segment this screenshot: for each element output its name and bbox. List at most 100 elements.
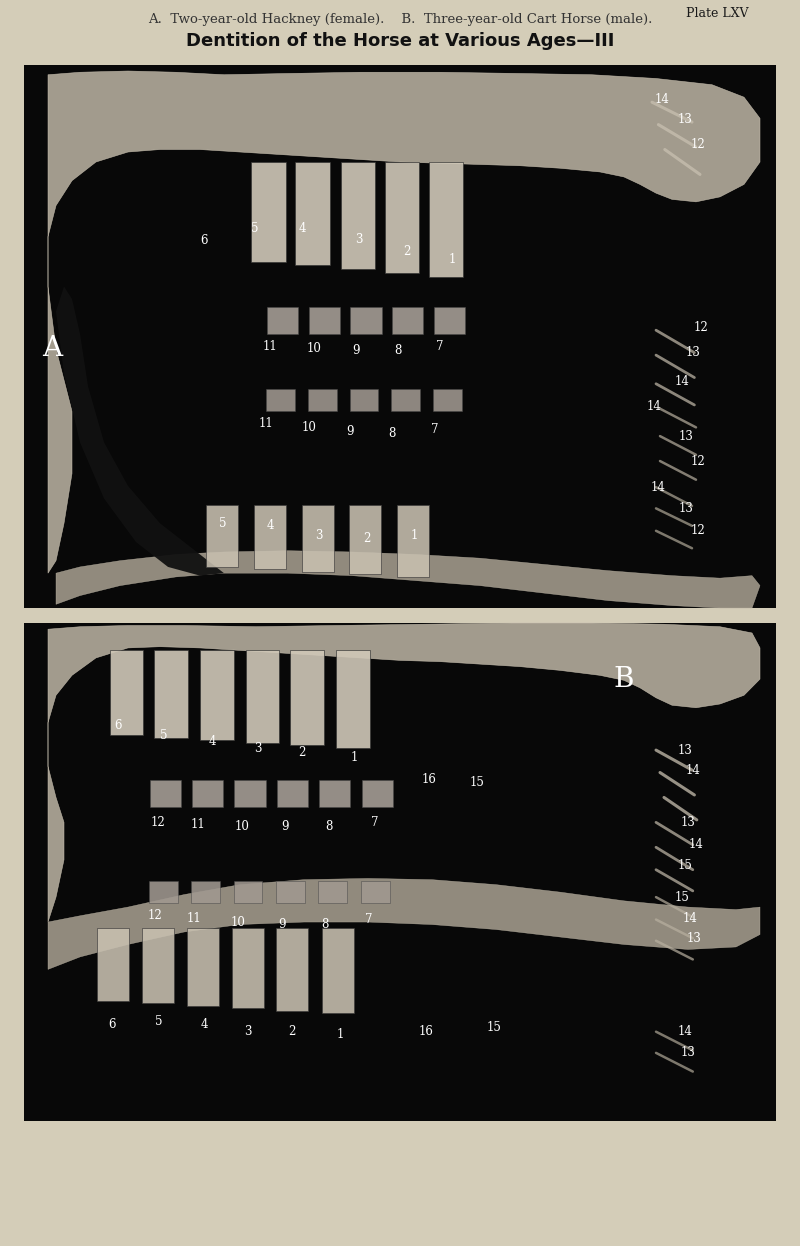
Text: 14: 14 <box>678 1025 692 1038</box>
Bar <box>154 650 188 738</box>
Bar <box>24 623 776 1121</box>
Text: 13: 13 <box>681 816 695 829</box>
Bar <box>318 881 347 903</box>
Text: 8: 8 <box>325 820 333 832</box>
Text: 6: 6 <box>200 234 208 247</box>
Text: 11: 11 <box>191 819 206 831</box>
Text: 7: 7 <box>370 816 378 829</box>
Bar <box>290 650 324 745</box>
Bar <box>150 780 181 807</box>
Text: 11: 11 <box>263 340 278 353</box>
Text: Plate LXV: Plate LXV <box>686 7 749 20</box>
Bar <box>234 780 266 807</box>
Text: 15: 15 <box>675 891 690 903</box>
Text: 12: 12 <box>691 138 706 151</box>
Text: 12: 12 <box>691 455 706 467</box>
Bar <box>295 162 330 265</box>
Text: 14: 14 <box>651 481 666 493</box>
Text: 6: 6 <box>108 1018 116 1030</box>
Text: 4: 4 <box>266 520 274 532</box>
Text: 14: 14 <box>686 764 700 776</box>
Text: 4: 4 <box>208 735 216 748</box>
Bar <box>350 307 382 334</box>
Text: B: B <box>614 665 634 693</box>
Text: 8: 8 <box>394 344 402 356</box>
Bar <box>187 928 219 1006</box>
Text: 1: 1 <box>336 1028 344 1040</box>
Text: A: A <box>42 335 62 363</box>
Text: 13: 13 <box>687 932 702 944</box>
Polygon shape <box>48 71 760 573</box>
Text: 5: 5 <box>218 517 226 530</box>
Text: 5: 5 <box>160 729 168 741</box>
Bar <box>142 928 174 1003</box>
Bar <box>385 162 419 273</box>
Text: 2: 2 <box>362 532 370 545</box>
Bar <box>361 881 390 903</box>
Text: 2: 2 <box>288 1025 296 1038</box>
Bar <box>277 780 308 807</box>
Text: 12: 12 <box>148 910 162 922</box>
Bar <box>322 928 354 1013</box>
Bar <box>200 650 234 740</box>
Bar <box>429 162 463 277</box>
Polygon shape <box>56 287 224 576</box>
Bar <box>246 650 279 743</box>
Text: 1: 1 <box>410 530 418 542</box>
Text: 9: 9 <box>352 344 360 356</box>
Bar <box>251 162 286 262</box>
Bar <box>349 505 381 574</box>
Text: 5: 5 <box>250 222 258 234</box>
Bar <box>149 881 178 903</box>
Bar <box>254 505 286 569</box>
Bar <box>336 650 370 748</box>
Text: 9: 9 <box>278 918 286 931</box>
Text: 1: 1 <box>350 751 358 764</box>
Text: 7: 7 <box>436 340 444 353</box>
Text: 12: 12 <box>691 525 706 537</box>
Bar <box>191 881 220 903</box>
Polygon shape <box>48 623 760 922</box>
Text: 10: 10 <box>231 916 246 928</box>
Text: 15: 15 <box>678 860 692 872</box>
Text: 10: 10 <box>235 820 250 832</box>
Text: 15: 15 <box>487 1022 502 1034</box>
Text: 12: 12 <box>694 321 708 334</box>
Text: 13: 13 <box>686 346 700 359</box>
Text: 15: 15 <box>470 776 484 789</box>
Bar <box>302 505 334 572</box>
Bar <box>24 65 776 608</box>
Text: 3: 3 <box>314 530 322 542</box>
Text: A.  Two-year-old Hackney (female).    B.  Three-year-old Cart Horse (male).: A. Two-year-old Hackney (female). B. Thr… <box>148 14 652 26</box>
Text: 14: 14 <box>675 375 690 388</box>
Text: 11: 11 <box>259 417 274 430</box>
Text: 8: 8 <box>321 918 329 931</box>
Text: 4: 4 <box>298 222 306 234</box>
Text: 13: 13 <box>679 502 694 515</box>
Text: 2: 2 <box>298 746 306 759</box>
Text: 14: 14 <box>647 400 662 412</box>
Text: 10: 10 <box>302 421 316 434</box>
Text: 16: 16 <box>419 1025 434 1038</box>
Bar <box>206 505 238 567</box>
Bar <box>391 389 420 411</box>
Text: 13: 13 <box>679 430 694 442</box>
Bar <box>266 389 295 411</box>
Bar <box>97 928 129 1001</box>
Text: 8: 8 <box>388 427 396 440</box>
Bar <box>341 162 375 269</box>
Text: 10: 10 <box>307 343 322 355</box>
Text: 6: 6 <box>114 719 122 731</box>
Bar <box>232 928 264 1008</box>
Bar <box>319 780 350 807</box>
Text: 9: 9 <box>346 425 354 437</box>
Text: 7: 7 <box>430 424 438 436</box>
Bar <box>350 389 378 411</box>
Text: 1: 1 <box>448 253 456 265</box>
Text: 14: 14 <box>683 912 698 925</box>
Text: 14: 14 <box>689 839 703 851</box>
Text: 9: 9 <box>281 820 289 832</box>
Bar <box>234 881 262 903</box>
Text: 16: 16 <box>422 774 436 786</box>
Text: 4: 4 <box>201 1018 209 1030</box>
